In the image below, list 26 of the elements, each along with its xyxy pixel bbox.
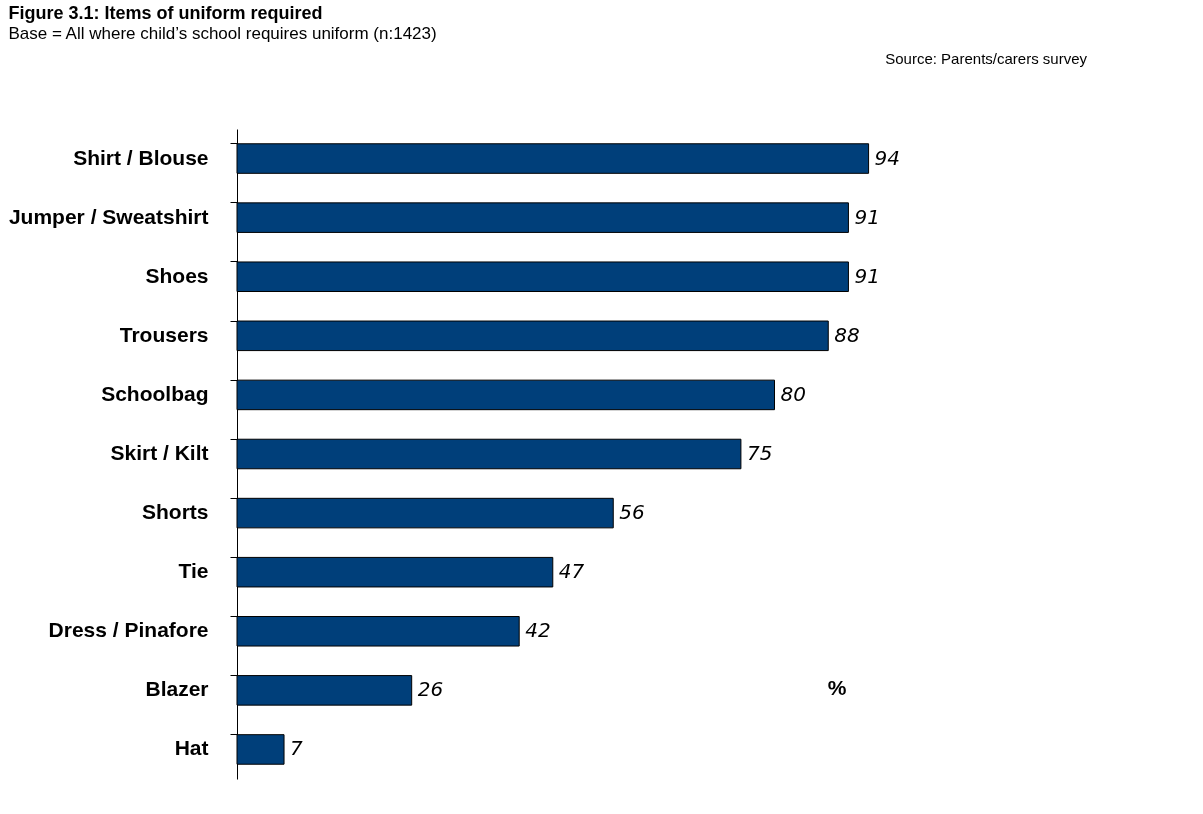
y-tick-label: Jumper / Sweatshirt	[8, 204, 209, 228]
data-label: 80	[780, 381, 806, 406]
annotation: %	[827, 676, 847, 699]
data-label: 26	[417, 677, 444, 702]
y-tick-label: Shoes	[145, 263, 209, 287]
y-tick-label: Hat	[174, 736, 209, 760]
data-label: 42	[525, 618, 551, 643]
y-tick-label: Tie	[178, 559, 209, 583]
y-tick-label: Shirt / Blouse	[73, 145, 209, 169]
chart-title: Figure 3.1: Items of uniform required	[8, 3, 323, 23]
data-label: 7	[290, 736, 304, 761]
y-tick-label: Skirt / Kilt	[110, 441, 209, 464]
data-label: 94	[874, 145, 901, 170]
data-label: 75	[746, 441, 773, 465]
y-tick-label: Dress / Pinafore	[48, 618, 209, 642]
chart-subtitle: Base = All where child’s school requires uniform (n:1423)	[8, 24, 437, 43]
y-tick-label: Trousers	[119, 322, 209, 346]
data-label: 56	[619, 500, 645, 525]
y-tick-label: Schoolbag	[101, 381, 209, 405]
data-label: 91	[854, 263, 880, 288]
y-tick-label: Shorts	[141, 500, 209, 524]
y-tick-label: Blazer	[145, 677, 209, 701]
data-label: 47	[558, 559, 585, 584]
data-label: 88	[834, 322, 860, 347]
data-label: 91	[854, 204, 880, 229]
source-note: Source: Parents/carers survey	[885, 50, 1088, 67]
